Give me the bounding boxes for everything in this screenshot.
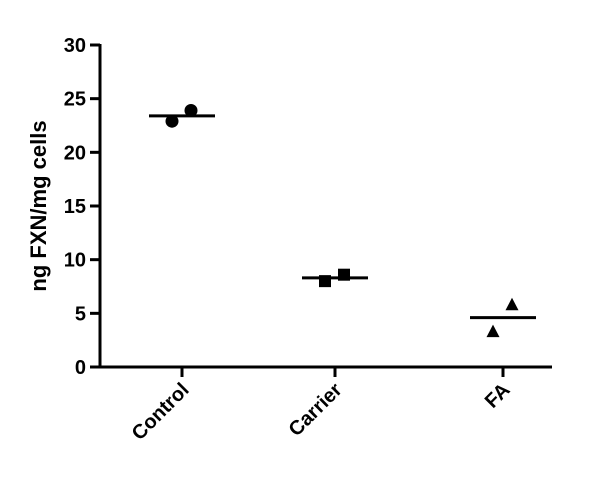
point-fa-1	[486, 324, 500, 338]
y-tick-label-10: 10	[64, 250, 86, 272]
point-control-2	[184, 103, 198, 117]
x-category-label-carrier: Carrier	[285, 379, 347, 441]
x-categories: Control Carrier FA	[128, 367, 515, 445]
point-carrier-2	[338, 268, 350, 281]
axes	[98, 44, 552, 369]
point-fa-2	[505, 297, 519, 311]
y-tick-label-20: 20	[64, 142, 86, 164]
y-tick-label-0: 0	[75, 357, 86, 379]
y-tick-label-5: 5	[75, 303, 86, 325]
point-carrier-1	[319, 275, 331, 288]
x-category-label-fa: FA	[481, 379, 515, 413]
x-category-label-control: Control	[128, 379, 194, 445]
y-tick-label-15: 15	[64, 196, 86, 218]
point-control-1	[165, 114, 179, 128]
y-tick-label-25: 25	[64, 89, 86, 111]
y-ticks: 0 5 10 15 20 25 30	[64, 35, 100, 379]
y-axis-title: ng FXN/mg cells	[26, 120, 51, 291]
data-marks	[149, 103, 536, 338]
y-tick-label-30: 30	[64, 35, 86, 57]
